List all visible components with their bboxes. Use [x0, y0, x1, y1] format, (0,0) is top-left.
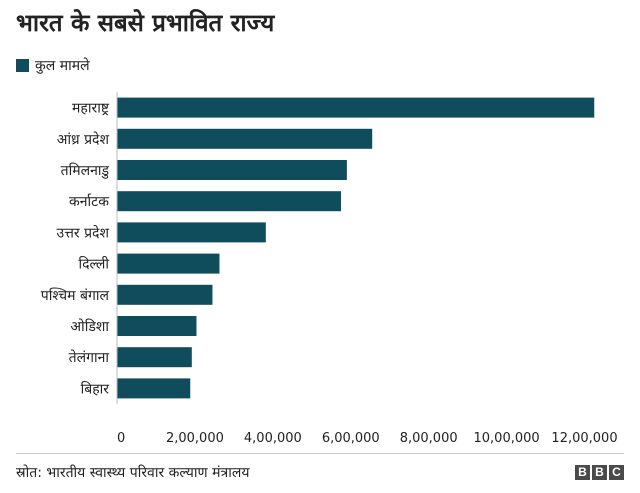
bar-chart: महाराष्ट्र आंध्र प्रदेश तमिलनाडु कर्नाटक उत्…: [41, 92, 618, 446]
x-tick-label: 0: [117, 431, 125, 446]
x-tick-label: 4,00,000: [244, 431, 302, 446]
bar: [117, 347, 192, 368]
bar: [117, 191, 342, 212]
bar: [117, 253, 220, 274]
legend: कुल मामले: [16, 56, 90, 75]
source-note: स्रोत: भारतीय स्वास्थ्य परिवार कल्याण मं…: [16, 465, 250, 481]
x-tick-label: 10,00,000: [474, 431, 540, 446]
category-label: महाराष्ट्र: [72, 101, 110, 117]
category-label: दिल्ली: [79, 256, 110, 273]
x-tick-label: 8,00,000: [400, 431, 458, 446]
category-label: तेलंगाना: [69, 349, 110, 366]
x-tick-label: 6,00,000: [322, 431, 380, 446]
bbc-logo-letter: B: [592, 465, 607, 480]
bar: [117, 128, 373, 149]
chart-title: भारत के सबसे प्रभावित राज्य: [16, 9, 275, 37]
legend-label: कुल मामले: [35, 58, 90, 74]
legend-swatch: [16, 59, 29, 72]
category-label: बिहार: [81, 380, 110, 397]
category-label: तमिलनाडु: [61, 162, 110, 179]
bbc-logo: B B C: [575, 465, 624, 480]
x-tick-label: 2,00,000: [166, 431, 224, 446]
category-label: आंध्र प्रदेश: [57, 131, 110, 148]
bbc-logo-letter: C: [609, 465, 624, 480]
bbc-logo-letter: B: [575, 465, 590, 480]
footer-divider: [16, 453, 624, 454]
category-label: ओडिशा: [70, 318, 109, 335]
bars: महाराष्ट्र आंध्र प्रदेश तमिलनाडु कर्नाटक उत्…: [41, 97, 595, 399]
bar: [117, 378, 191, 399]
category-label: कर्नाटक: [69, 193, 109, 210]
x-tick-label: 12,00,000: [551, 431, 617, 446]
bar: [117, 316, 197, 336]
category-label: उत्तर प्रदेश: [57, 224, 110, 241]
bar: [117, 160, 347, 180]
bar: [117, 97, 595, 118]
bar: [117, 222, 266, 243]
bar: [117, 284, 213, 305]
category-label: पश्चिम बंगाल: [41, 287, 110, 304]
